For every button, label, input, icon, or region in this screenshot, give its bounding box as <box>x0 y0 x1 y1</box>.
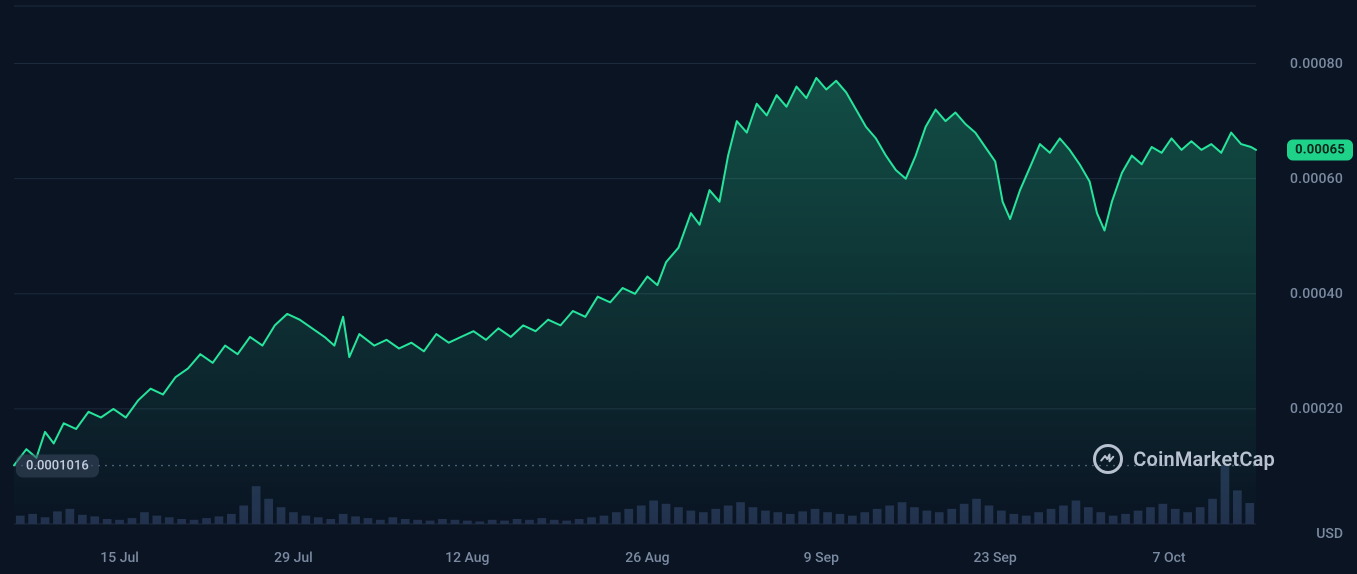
x-tick-label: 9 Sep <box>804 550 839 566</box>
x-tick-label: 26 Aug <box>625 550 669 566</box>
x-tick-label: 15 Jul <box>100 550 139 566</box>
current-price-badge: 0.00065 <box>1287 139 1353 160</box>
watermark-text: CoinMarketCap <box>1133 447 1275 471</box>
coinmarketcap-logo-icon <box>1093 444 1123 474</box>
start-price-badge: 0.0001016 <box>16 454 99 477</box>
chart-svg <box>0 0 1357 574</box>
y-tick-label: 0.00020 <box>1290 401 1343 417</box>
y-tick-label: 0.00060 <box>1290 171 1343 187</box>
price-chart[interactable]: 0.00020 0.00040 0.00060 0.00080 15 Jul 29 Ju… <box>0 0 1357 574</box>
y-tick-label: 0.00080 <box>1290 56 1343 72</box>
x-tick-label: 12 Aug <box>445 550 489 566</box>
currency-label: USD <box>1316 526 1343 542</box>
x-tick-label: 29 Jul <box>274 550 313 566</box>
watermark: CoinMarketCap <box>1093 444 1275 474</box>
x-tick-label: 23 Sep <box>974 550 1017 566</box>
x-tick-label: 7 Oct <box>1153 550 1186 566</box>
y-tick-label: 0.00040 <box>1290 286 1343 302</box>
